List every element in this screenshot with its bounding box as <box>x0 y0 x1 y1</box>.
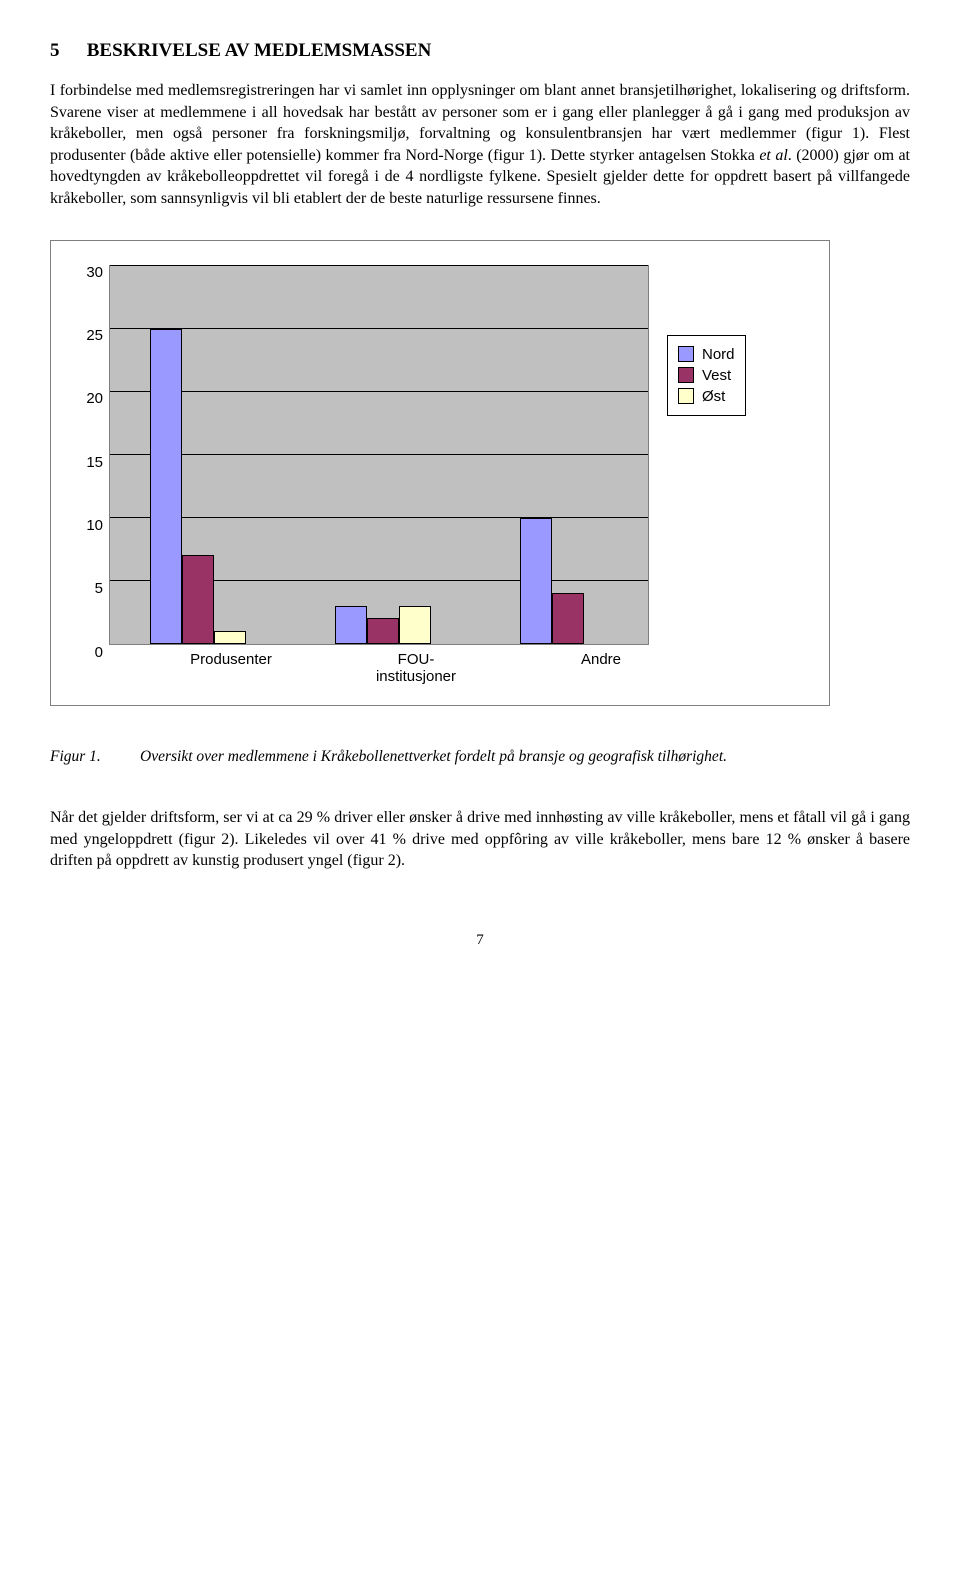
x-tick-label: Andre <box>553 651 649 668</box>
chart-bar <box>399 606 431 644</box>
x-tick-label: FOU-institusjoner <box>368 651 464 685</box>
chart-bar <box>182 555 214 643</box>
section-number: 5 <box>50 40 82 62</box>
figure-label: Figur 1. <box>50 746 140 768</box>
p1-text-italic: et al <box>759 147 787 164</box>
legend-swatch <box>678 346 694 362</box>
paragraph-1: I forbindelse med medlemsregistreringen … <box>50 80 910 210</box>
legend-row: Vest <box>678 367 735 384</box>
chart-bar <box>367 618 399 643</box>
legend-row: Nord <box>678 346 735 363</box>
legend-swatch <box>678 388 694 404</box>
chart-bar <box>150 329 182 644</box>
chart-bar <box>552 593 584 643</box>
plot-wrap: 302520151050 Nord Vest Øst <box>75 265 805 645</box>
chart-frame: 302520151050 NordVestØst ProdusenterFOU-… <box>50 240 830 706</box>
legend-swatch <box>678 367 694 383</box>
chart-gridline <box>110 328 648 329</box>
figure-caption: Figur 1. Oversikt over medlemmene i Kråk… <box>50 746 910 768</box>
x-axis: ProdusenterFOU-institusjonerAndre <box>109 651 649 673</box>
figure-text: Oversikt over medlemmene i Kråkebollenet… <box>140 746 910 768</box>
y-axis: 302520151050 <box>75 265 103 645</box>
legend-row: Øst <box>678 388 735 405</box>
chart-gridline <box>110 265 648 266</box>
x-tick-label: Produsenter <box>183 651 279 668</box>
section-title: BESKRIVELSE AV MEDLEMSMASSEN <box>87 40 432 61</box>
legend-label: Vest <box>702 367 731 384</box>
paragraph-2: Når det gjelder driftsform, ser vi at ca… <box>50 807 910 872</box>
chart-legend: Nord Vest Øst <box>667 335 746 416</box>
chart-gridline <box>110 391 648 392</box>
plot-area <box>109 265 649 645</box>
chart-bar <box>335 606 367 644</box>
chart-bar <box>214 631 246 644</box>
legend-label: Nord <box>702 346 735 363</box>
chart-bar <box>520 518 552 644</box>
chart-gridline <box>110 517 648 518</box>
chart-gridline <box>110 454 648 455</box>
chart-inner: 302520151050 Nord Vest Øst ProdusenterFOU-… <box>75 265 805 673</box>
page-number: 7 <box>50 932 910 949</box>
legend-label: Øst <box>702 388 725 405</box>
section-heading: 5 BESKRIVELSE AV MEDLEMSMASSEN <box>50 40 910 62</box>
